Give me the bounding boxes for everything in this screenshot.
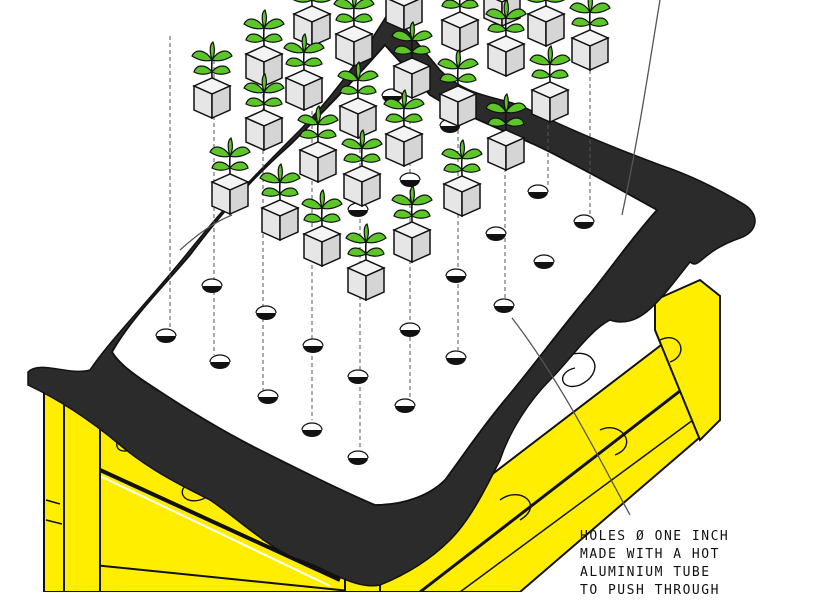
annotation-line: ALUMINIUM TUBE — [580, 565, 711, 580]
annotation-line: HOLES ø ONE INCH — [580, 529, 730, 544]
holes-annotation: HOLES ø ONE INCH MADE WITH A HOT ALUMINI… — [580, 528, 810, 600]
annotation-line: MADE WITH A HOT — [580, 547, 720, 562]
annotation-line: TO PUSH THROUGH — [580, 583, 720, 598]
callout-leaders — [179, 0, 661, 516]
